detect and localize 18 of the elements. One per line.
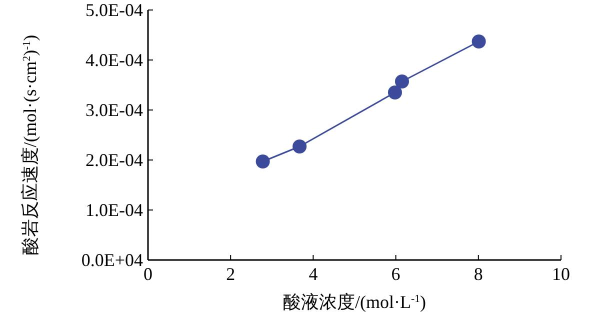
point	[394, 74, 409, 88]
x-tick-label: 6	[391, 264, 400, 284]
point	[472, 34, 486, 48]
y-tick-label: 4.0E-04	[86, 50, 143, 70]
point	[256, 154, 270, 168]
x-tick-label: 0	[144, 264, 152, 284]
y-tick-label: 0.0E+04	[81, 250, 143, 270]
x-tick-label: 2	[226, 264, 236, 284]
point	[292, 140, 307, 154]
y-tick-label: 1.0E-04	[86, 200, 143, 220]
x-tick-label: 8	[474, 264, 483, 284]
x-axis-title: 酸液浓度/(mol·L$^{-1}$)	[283, 292, 426, 312]
y-tick-label: 3.0E-04	[86, 100, 143, 120]
x-tick-label: 4	[308, 264, 318, 284]
y-tick-label: 5.0E-04	[86, 0, 143, 20]
point	[388, 86, 402, 100]
x-tick-label: 10	[552, 264, 570, 284]
y-tick-label: 2.0E-04	[86, 150, 143, 170]
